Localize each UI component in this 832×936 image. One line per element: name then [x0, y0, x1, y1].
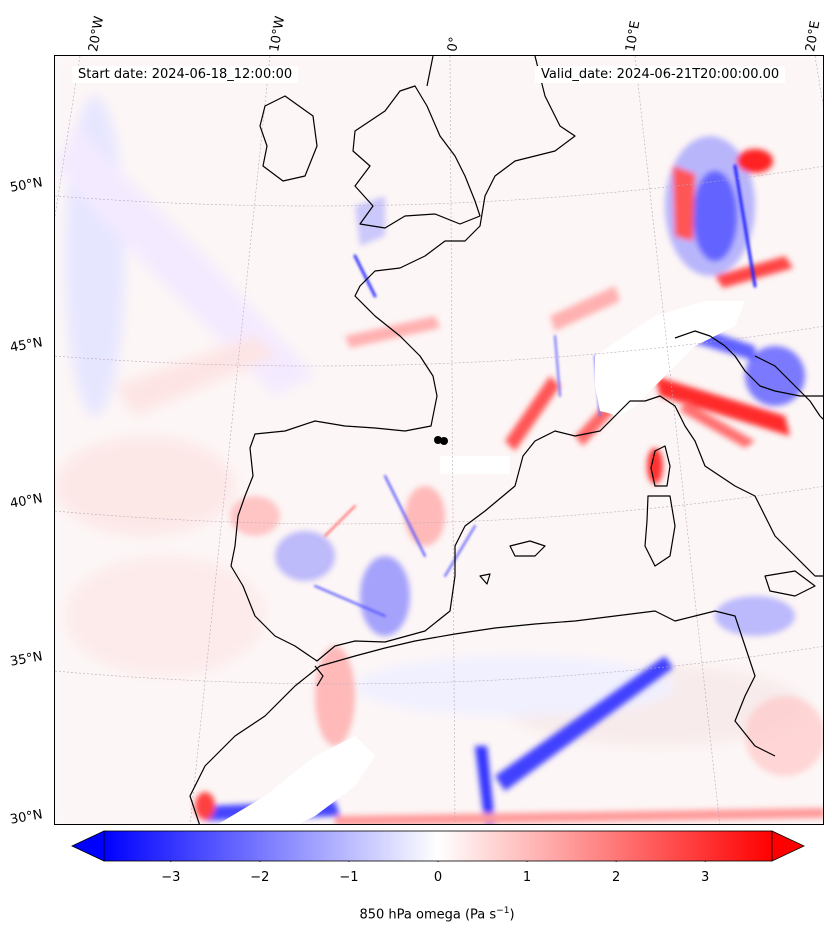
- colorbar-tick-label: −2: [250, 870, 270, 885]
- map-canvas: [55, 56, 823, 824]
- colorbar-canvas: [71, 830, 805, 865]
- colorbar-title: 850 hPa omega (Pa s−1): [359, 906, 514, 922]
- colorbar-min-extend: [71, 830, 105, 862]
- colorbar-title-close: ): [509, 907, 515, 923]
- start-date-label: Start date: 2024-06-18_12:00:00: [72, 66, 299, 83]
- colorbar-max-extend: [771, 830, 805, 862]
- colorbar-gradient: [103, 830, 773, 862]
- valid-date-label: Valid_date: 2024-06-21T20:00:00.00: [535, 66, 786, 83]
- lat-label-45n: 45°N: [8, 335, 44, 356]
- omega-map: [54, 55, 824, 825]
- colorbar-tick-label: −1: [339, 870, 359, 885]
- lon-label-10e: 10°E: [623, 19, 644, 54]
- lat-label-30n: 30°N: [8, 807, 44, 828]
- colorbar-title-text: 850 hPa omega (Pa s: [359, 907, 497, 923]
- colorbar: [70, 830, 806, 865]
- station-markers: [434, 436, 448, 445]
- lat-label-35n: 35°N: [8, 649, 44, 670]
- colorbar-tick-label: −3: [161, 870, 181, 885]
- colorbar-title-exponent: −1: [496, 906, 510, 916]
- missing-data-patches: [218, 301, 745, 824]
- coastlines: [189, 56, 823, 824]
- omega-field-fine: [314, 164, 757, 617]
- lon-label-20w: 20°W: [86, 15, 108, 54]
- colorbar-tick-label: 1: [522, 870, 532, 885]
- lon-label-20e: 20°E: [803, 19, 824, 54]
- lon-label-10w: 10°W: [267, 15, 289, 54]
- graticule: [55, 56, 823, 824]
- colorbar-tick-label: 0: [433, 870, 443, 885]
- omega-field-features: [195, 136, 823, 824]
- lat-label-40n: 40°N: [8, 491, 44, 512]
- colorbar-tick-label: 3: [701, 870, 710, 885]
- lon-label-0: 0°: [445, 35, 463, 53]
- lat-label-50n: 50°N: [8, 175, 44, 196]
- colorbar-tick-label: 2: [611, 870, 621, 885]
